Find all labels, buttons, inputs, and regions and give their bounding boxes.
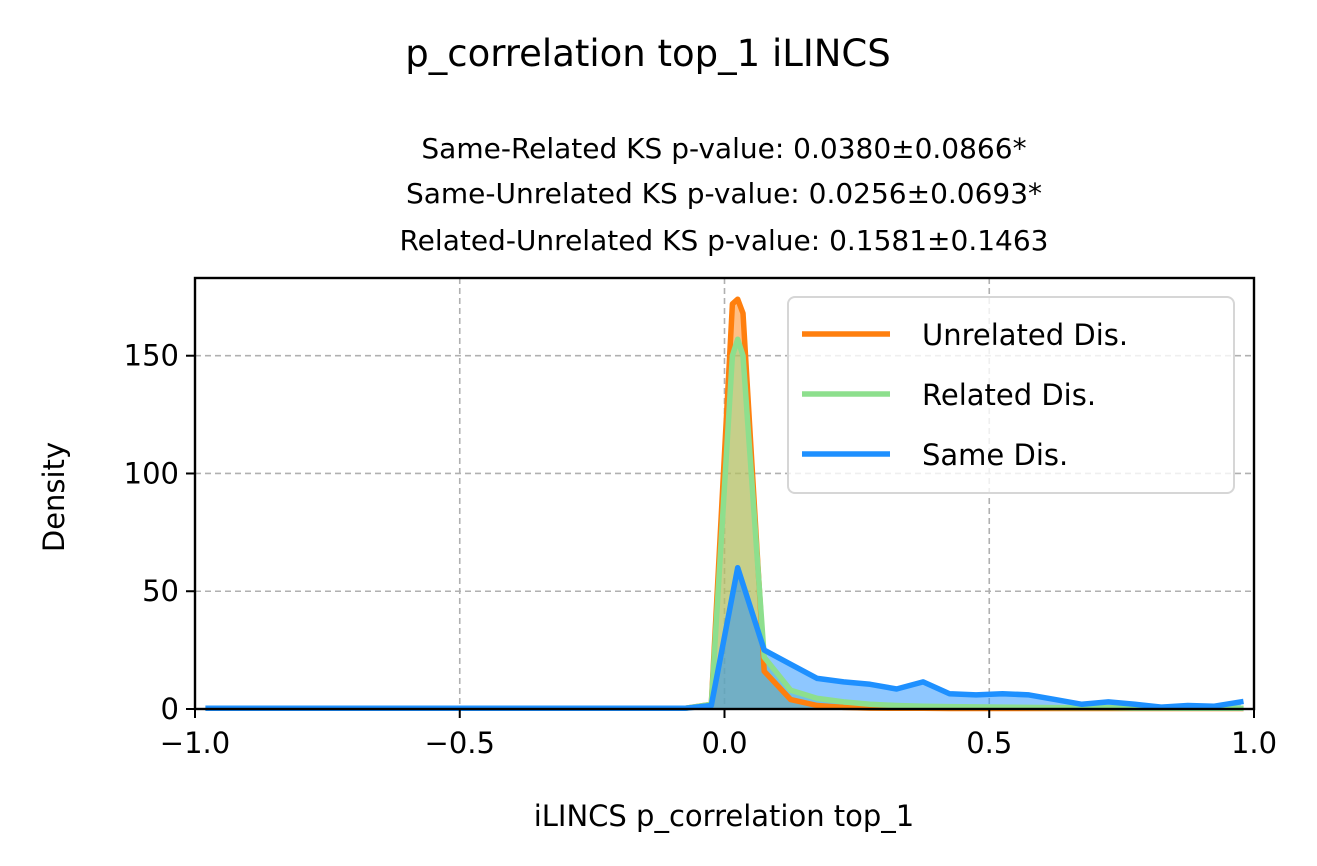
y-tick-label-0: 0 [161,692,179,726]
chart-title: p_correlation top_1 iLINCS [405,32,891,75]
legend-label-2: Same Dis. [922,438,1068,472]
y-tick-label-2: 100 [124,456,179,490]
x-tick-label-4: 1.0 [1231,726,1277,760]
y-axis-label: Density [37,442,71,552]
x-tick-label-1: −0.5 [425,726,495,760]
axis-ticks: −1.0 −0.5 0.0 0.5 1.0 0 50 100 150 [124,339,1277,760]
chart-subtitle-line-3: Related-Unrelated KS p-value: 0.1581±0.1… [399,224,1048,257]
chart-subtitle-line-2: Same-Unrelated KS p-value: 0.0256±0.0693… [406,177,1042,210]
x-axis-label: iLINCS p_correlation top_1 [534,799,915,833]
legend-label-1: Related Dis. [922,378,1096,412]
legend-box [787,296,1235,494]
y-tick-label-1: 50 [142,574,179,608]
x-tick-label-3: 0.5 [966,726,1012,760]
legend: Unrelated Dis. Related Dis. Same Dis. [787,296,1235,494]
legend-label-0: Unrelated Dis. [922,318,1128,352]
series-line-2 [205,564,1244,712]
x-tick-label-2: 0.0 [701,726,747,760]
chart-subtitle-line-1: Same-Related KS p-value: 0.0380±0.0866* [421,132,1026,165]
x-tick-label-0: −1.0 [160,726,230,760]
y-tick-label-3: 150 [124,339,179,373]
